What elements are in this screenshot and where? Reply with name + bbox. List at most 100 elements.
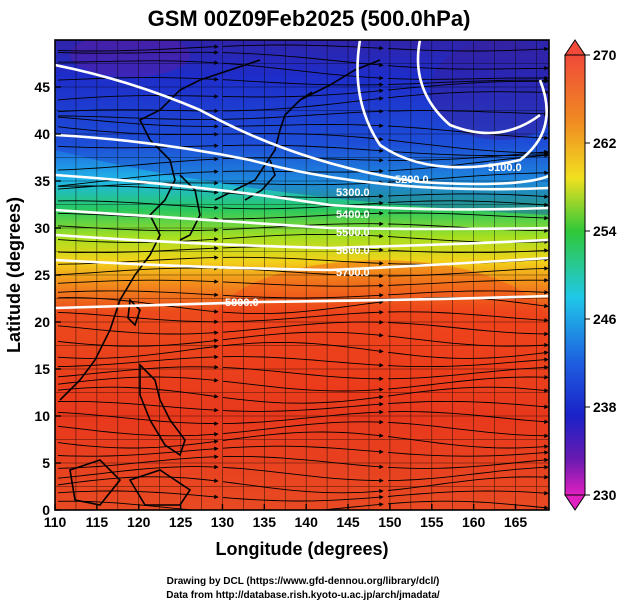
streamline — [57, 94, 219, 101]
x-tick-label: 160 — [462, 514, 486, 530]
streamline — [387, 125, 549, 141]
streamline — [387, 290, 549, 296]
contour-label-5100: 5100.0 — [488, 162, 522, 174]
streamline — [387, 421, 549, 438]
colorbar-tick-label: 238 — [593, 399, 617, 415]
x-axis: 110 115 120 125 130 135 140 145 150 155 160 165 — [44, 504, 528, 530]
y-axis-label: Latitude (degrees) — [4, 197, 24, 353]
streamline — [222, 409, 384, 425]
streamline — [57, 44, 219, 52]
streamline — [222, 281, 384, 288]
streamline — [387, 411, 549, 424]
streamline — [57, 60, 219, 65]
streamline — [387, 400, 549, 409]
contour-5300b — [55, 133, 549, 191]
streamline — [222, 233, 384, 240]
streamline — [387, 357, 549, 368]
streamline — [57, 386, 219, 399]
contour-label-5700: 5700.0 — [336, 267, 370, 279]
colorbar-tick-label: 246 — [593, 311, 617, 327]
streamline — [222, 200, 384, 210]
y-tick-label: 0 — [42, 502, 50, 518]
streamline — [387, 110, 549, 116]
colorbar: 270 262 254 246 238 230 — [564, 39, 617, 511]
streamline — [387, 450, 549, 457]
streamline — [57, 279, 219, 284]
x-tick-label: 150 — [378, 514, 402, 530]
y-tick-label: 15 — [34, 361, 50, 377]
streamline — [387, 311, 549, 323]
streamline — [387, 75, 549, 81]
chart-title: GSM 00Z09Feb2025 (500.0hPa) — [148, 6, 471, 31]
contour-label-5800: 5800.0 — [225, 297, 259, 309]
streamline — [57, 325, 219, 335]
streamline — [57, 464, 219, 479]
streamline — [57, 297, 219, 314]
streamline — [57, 180, 219, 190]
x-tick-label: 165 — [504, 514, 528, 530]
streamline — [222, 96, 384, 112]
y-axis: 0 5 10 15 20 25 30 35 40 45 — [34, 79, 61, 518]
streamline — [387, 490, 549, 497]
y-tick-label: 20 — [34, 314, 50, 330]
streamline — [57, 425, 219, 437]
streamline — [57, 439, 219, 449]
streamline — [387, 46, 549, 52]
contour-5400 — [55, 173, 549, 211]
streamline — [57, 169, 219, 187]
streamline — [387, 374, 549, 390]
streamline — [222, 356, 384, 368]
streamline — [222, 180, 384, 186]
colorbar-tick-label: 270 — [593, 47, 617, 63]
graticule — [55, 40, 549, 510]
streamline — [222, 419, 384, 435]
streamline — [387, 78, 549, 85]
streamline — [57, 364, 219, 378]
coastlines — [59, 59, 381, 506]
streamline — [222, 109, 384, 120]
streamline — [387, 139, 549, 156]
contour-5600 — [55, 233, 549, 250]
x-tick-label: 130 — [211, 514, 235, 530]
streamline — [387, 365, 549, 380]
streamline — [57, 400, 219, 413]
contour-label-5400: 5400.0 — [336, 209, 370, 221]
x-tick-label: 110 — [44, 514, 67, 530]
map-plot: 5100.0 5200.0 5300.0 5400.0 5500.0 5600.… — [55, 40, 549, 510]
streamline — [222, 445, 384, 454]
streamline — [387, 248, 549, 254]
streamline — [387, 266, 549, 277]
contour-5200 — [356, 40, 548, 169]
colorbar-tick-label: 254 — [593, 223, 617, 239]
colorbar-tick-label: 262 — [593, 135, 617, 151]
streamline — [57, 126, 219, 137]
y-tick-label: 35 — [34, 173, 50, 189]
height-contours — [55, 40, 549, 310]
streamline — [387, 212, 549, 221]
streamline — [222, 466, 384, 483]
streamline — [57, 115, 219, 122]
streamline — [387, 150, 549, 158]
cold-core-ne — [430, 40, 549, 140]
warm-region — [210, 260, 549, 400]
streamline — [57, 344, 219, 359]
streamline — [222, 481, 384, 494]
streamline — [387, 90, 549, 99]
x-axis-label: Longitude (degrees) — [215, 539, 388, 559]
contour-5700 — [55, 256, 549, 272]
colorbar-bottom-arrow — [564, 494, 586, 511]
streamline — [222, 431, 384, 441]
streamline — [57, 143, 219, 149]
streamline — [222, 319, 384, 333]
x-tick-label: 135 — [253, 514, 277, 530]
streamline — [222, 494, 384, 502]
streamline — [222, 144, 384, 153]
cold-region — [55, 40, 549, 215]
streamline — [57, 354, 219, 367]
streamline — [387, 65, 549, 71]
streamline — [57, 156, 219, 171]
contour-label-5200: 5200.0 — [395, 174, 429, 186]
colorbar-bar — [564, 54, 586, 496]
streamline — [222, 44, 384, 51]
